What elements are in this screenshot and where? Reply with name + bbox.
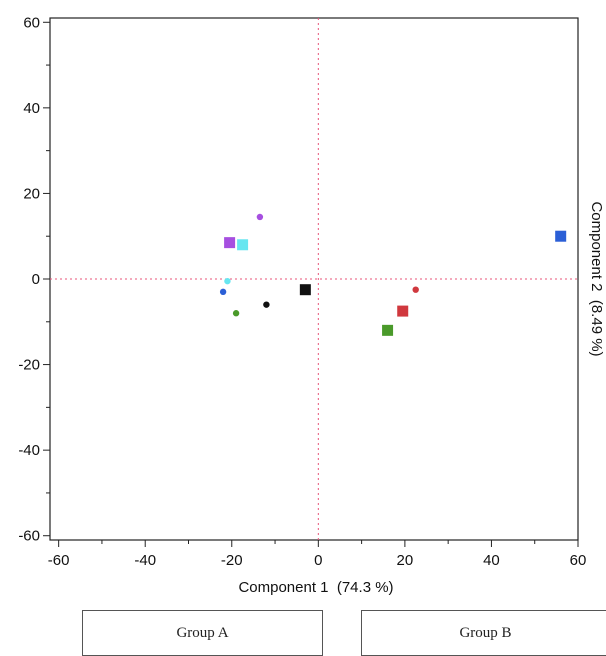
y-tick-label: 20 — [23, 185, 40, 202]
group-a-box: Group A — [82, 610, 323, 656]
scatter-plot: -60 -40 -20 0 20 40 60 -60 -40 -20 0 20 40 60 Compon… — [18, 14, 605, 596]
circle-point — [263, 301, 270, 308]
x-tick-label: 40 — [483, 552, 500, 569]
group-b-box: Group B — [361, 610, 606, 656]
y-tick-label: -60 — [18, 528, 40, 545]
square-point — [397, 305, 409, 317]
plot-frame — [49, 17, 579, 541]
y-tick-label: 60 — [23, 14, 40, 31]
x-axis-label: Component 1 (74.3 %) — [238, 579, 393, 596]
square-point — [299, 284, 311, 296]
y-tick-label: 0 — [32, 271, 40, 288]
circle-point — [219, 288, 227, 296]
x-axis-ticks: -60 -40 -20 0 20 40 60 — [48, 540, 587, 569]
y-axis-ticks: -60 -40 -20 0 20 40 60 — [18, 14, 50, 545]
square-point — [555, 230, 567, 242]
circle-point — [224, 277, 231, 285]
circle-point — [232, 310, 240, 317]
square-point — [382, 324, 394, 336]
x-tick-label: -60 — [48, 552, 70, 569]
y-axis-label: Component 2 (8.49 %) — [588, 201, 605, 356]
group-b-label: Group B — [459, 624, 512, 641]
reference-lines — [50, 18, 578, 540]
x-tick-label: 60 — [570, 552, 587, 569]
y-tick-label: 40 — [23, 100, 40, 117]
circle-point — [256, 213, 264, 221]
x-tick-label: 0 — [314, 552, 322, 569]
y-tick-label: -40 — [18, 442, 40, 459]
group-a-label: Group A — [176, 624, 229, 641]
y-tick-label: -20 — [18, 357, 40, 374]
x-tick-label: -40 — [134, 552, 156, 569]
square-point — [224, 237, 236, 249]
x-tick-label: -20 — [221, 552, 243, 569]
data-points — [219, 213, 567, 336]
x-tick-label: 20 — [397, 552, 414, 569]
square-point — [237, 239, 249, 251]
circle-point — [412, 286, 419, 293]
